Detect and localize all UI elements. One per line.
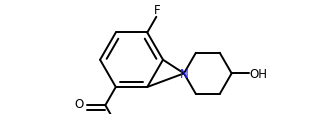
Text: OH: OH	[250, 67, 268, 80]
Text: N: N	[180, 67, 188, 80]
Text: F: F	[154, 4, 161, 17]
Text: O: O	[74, 97, 83, 110]
